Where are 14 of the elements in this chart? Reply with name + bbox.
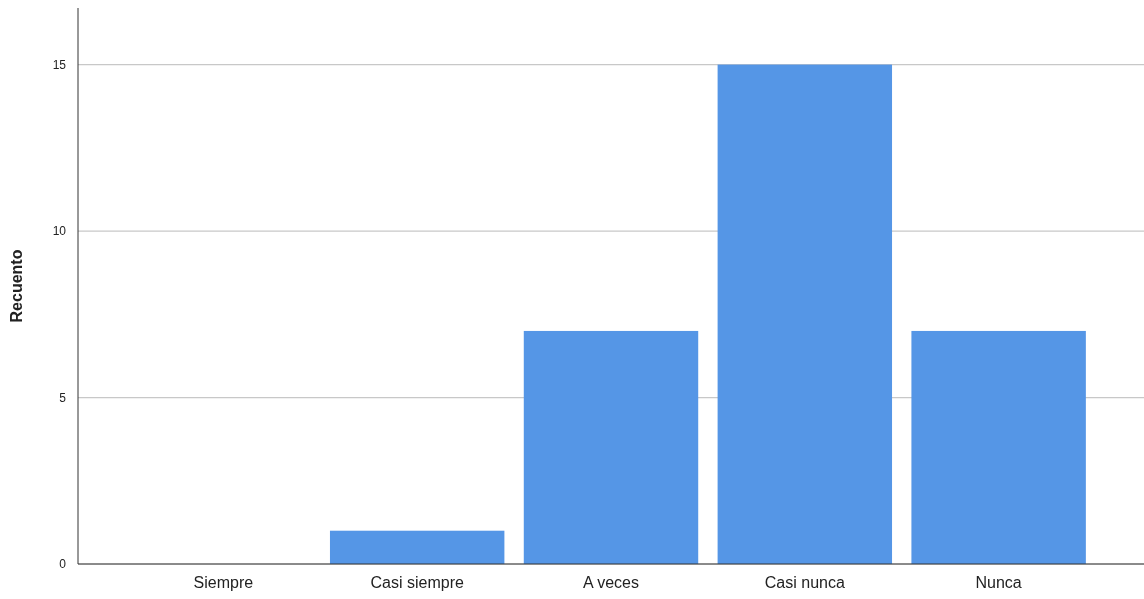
x-tick-label: Siempre xyxy=(193,574,254,591)
x-tick-label: A veces xyxy=(582,574,640,591)
y-tick-label: 10 xyxy=(52,224,67,239)
x-tick-label: Casi nunca xyxy=(764,574,845,591)
bar xyxy=(329,530,505,564)
x-tick-label: Nunca xyxy=(975,574,1022,591)
y-tick-label: 15 xyxy=(52,57,67,72)
bar xyxy=(911,330,1086,564)
bar xyxy=(717,64,893,564)
bar xyxy=(523,330,699,564)
x-tick-label: Casi siempre xyxy=(370,574,464,591)
y-tick-label: 5 xyxy=(59,390,67,405)
y-axis-title: Recuento xyxy=(8,249,25,323)
y-tick-label: 0 xyxy=(59,557,67,572)
